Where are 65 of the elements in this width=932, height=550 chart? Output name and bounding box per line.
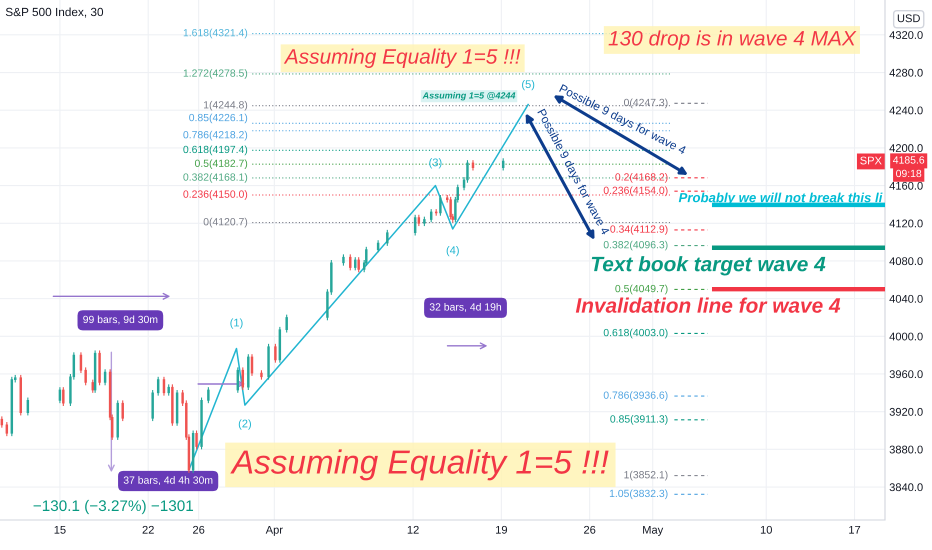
x-tick-label: 12 bbox=[408, 526, 419, 534]
ref-line-label: 1.05(3832.3) bbox=[610, 489, 668, 500]
x-tick-label: 19 bbox=[496, 526, 508, 534]
annotation: 37 bars, 4d 4h 30m bbox=[124, 476, 212, 486]
x-tick-label: 10 bbox=[760, 526, 772, 534]
annotation: Assuming Equality 1=5 !!! bbox=[284, 48, 520, 68]
ref-line-label: 1(4244.8) bbox=[204, 100, 248, 111]
x-tick-label: 26 bbox=[193, 526, 204, 534]
ref-line-label: 0.236(4150.0) bbox=[183, 190, 248, 200]
ref-line-label: 0.236(4154.0) bbox=[604, 186, 668, 196]
annotation: −130.1 (−3.27%) −1301 bbox=[34, 500, 194, 514]
ref-line-label: 1.618(4321.4) bbox=[184, 28, 248, 38]
x-tick-label: 26 bbox=[584, 526, 596, 534]
text: USD bbox=[898, 14, 920, 22]
annotation: SPX bbox=[860, 156, 882, 164]
annotation: 99 bars, 9d 30m bbox=[83, 315, 158, 324]
annotation: 130 drop is in wave 4 MAX bbox=[608, 30, 856, 50]
annotation: (5) bbox=[522, 80, 534, 90]
ref-line-label: 0.618(4197.4) bbox=[183, 145, 248, 156]
y-tick-label: 4000.0 bbox=[889, 332, 923, 340]
ref-line-label: Invalidation line for wave 4 bbox=[576, 298, 840, 313]
y-tick-label: 3880.0 bbox=[890, 446, 923, 454]
x-tick-label: May bbox=[643, 526, 664, 536]
x-tick-label: 22 bbox=[142, 526, 154, 534]
y-tick-label: 4120.0 bbox=[889, 220, 923, 228]
ref-line-label: 0.382(4168.1) bbox=[183, 173, 248, 183]
ref-line-label: 1.272(4278.5) bbox=[184, 69, 248, 79]
y-tick-label: 4040.0 bbox=[889, 294, 923, 303]
ref-line-label: 0.34(4112.9) bbox=[610, 225, 668, 235]
y-tick-label: 4280.0 bbox=[889, 68, 923, 77]
ref-line-label: Probably we will not break this li bbox=[678, 192, 883, 205]
ref-line-label: 0.786(3936.6) bbox=[604, 391, 668, 401]
ref-line-label: 0(4247.3) bbox=[624, 98, 668, 108]
x-tick-label: 17 bbox=[849, 526, 860, 534]
x-tick-label: Apr bbox=[266, 526, 283, 536]
ref-line-label: 0.382(4096.3) bbox=[604, 240, 668, 250]
y-tick-label: 4080.0 bbox=[889, 257, 923, 266]
y-tick-label: 3920.0 bbox=[890, 408, 923, 416]
y-tick-label: 4320.0 bbox=[889, 31, 923, 39]
annotation: Assuming Equality 1=5 !!! bbox=[230, 449, 609, 480]
ref-line-label: 0.5(4182.7) bbox=[194, 159, 248, 170]
text: 4185.6 bbox=[893, 156, 924, 164]
x-tick-label: 15 bbox=[54, 526, 66, 534]
annotation: (4) bbox=[446, 246, 459, 256]
ref-line-label: 0.85(4226.1) bbox=[189, 114, 248, 124]
annotation: Assuming 1=5 @4244 bbox=[422, 92, 516, 100]
ref-line-label: 0.786(4218.2) bbox=[183, 130, 248, 140]
annotation: 32 bars, 4d 19h bbox=[430, 302, 502, 312]
ref-line-label: 0.85(3911.3) bbox=[610, 415, 668, 425]
annotation: (1) bbox=[230, 318, 243, 329]
y-tick-label: 3960.0 bbox=[890, 370, 923, 378]
annotation: (2) bbox=[238, 419, 251, 430]
ref-line-label: 1(3852.1) bbox=[624, 470, 668, 480]
text: 09:18 bbox=[896, 170, 922, 178]
text: S&P 500 Index, 30 bbox=[6, 8, 104, 18]
y-tick-label: 4200.0 bbox=[889, 144, 923, 152]
ref-line-label: Text book target wave 4 bbox=[592, 256, 826, 276]
ref-line-label: 0.2(4168.2) bbox=[615, 173, 668, 183]
y-tick-label: 4240.0 bbox=[889, 106, 923, 114]
ref-line-label: 0.618(4003.0) bbox=[604, 328, 668, 338]
y-tick-label: 3840.0 bbox=[890, 483, 923, 492]
annotation: (3) bbox=[429, 158, 442, 169]
ref-line-label: 0.5(4049.7) bbox=[615, 284, 668, 294]
ref-line-label: 0(4120.7) bbox=[204, 218, 248, 228]
y-tick-label: 4160.0 bbox=[889, 182, 923, 190]
